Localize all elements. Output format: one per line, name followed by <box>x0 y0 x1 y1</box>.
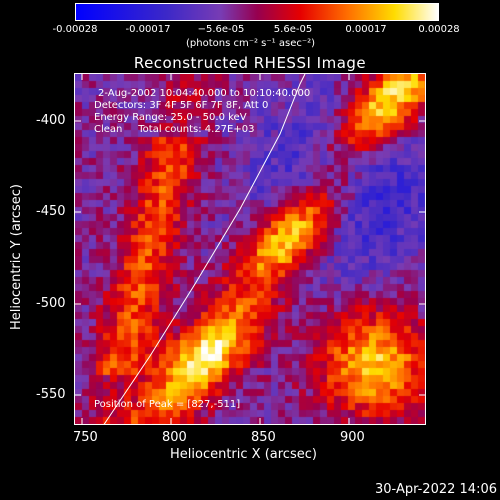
y-tick-label: -550 <box>36 387 66 402</box>
colorbar-tick-label: -0.00017 <box>125 24 171 35</box>
x-axis-label: Heliocentric X (arcsec) <box>170 447 317 462</box>
time-range-text: 2-Aug-2002 10:04:40.000 to 10:10:40.000 <box>98 88 311 99</box>
y-tick-label: -500 <box>36 296 66 311</box>
image-map <box>75 74 425 424</box>
x-tick-label: 850 <box>251 430 276 445</box>
colorbar-tick-label: -0.00028 <box>52 24 98 35</box>
detectors-text: Detectors: 3F 4F 5F 6F 7F 8F, Att 0 <box>94 100 269 111</box>
colorbar-tick-label: −5.6e-05 <box>197 24 245 35</box>
colorbar <box>75 3 439 21</box>
x-tick-label: 800 <box>162 430 187 445</box>
energy-range-text: Energy Range: 25.0 - 50.0 keV <box>94 112 247 123</box>
peak-position-text: Position of Peak = [827,-511] <box>94 399 241 410</box>
colorbar-units: (photons cm⁻² s⁻¹ asec⁻²) <box>186 38 316 49</box>
plot-title: Reconstructed RHESSI Image <box>133 54 367 72</box>
colorbar-tick-label: 0.00028 <box>418 24 460 35</box>
y-tick-label: -400 <box>36 113 66 128</box>
colorbar-tick-label: 0.00017 <box>345 24 387 35</box>
colorbar-tick-label: 5.6e-05 <box>273 24 313 35</box>
y-tick-label: -450 <box>36 204 66 219</box>
y-axis-label: Heliocentric Y (arcsec) <box>9 184 24 330</box>
x-tick-label: 750 <box>73 430 98 445</box>
rhessi-image <box>74 73 426 425</box>
counts-text: Clean Total counts: 4.27E+03 <box>94 124 255 135</box>
limb-line <box>103 74 306 424</box>
timestamp: 30-Apr-2022 14:06 <box>375 482 497 497</box>
x-tick-label: 900 <box>340 430 365 445</box>
